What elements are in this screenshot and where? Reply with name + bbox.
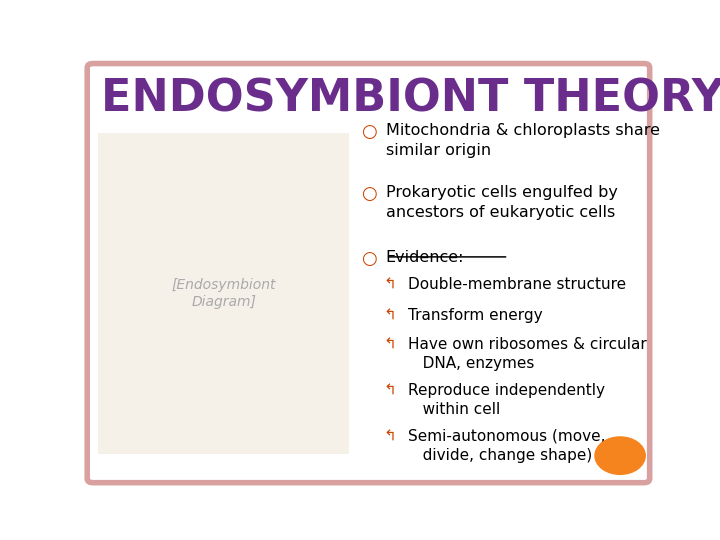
Text: [Endosymbiont
Diagram]: [Endosymbiont Diagram] xyxy=(171,279,276,308)
Text: Semi-autonomous (move,
   divide, change shape): Semi-autonomous (move, divide, change sh… xyxy=(408,429,606,463)
Text: ○: ○ xyxy=(361,250,377,268)
Text: Transform energy: Transform energy xyxy=(408,308,543,323)
Text: ↰: ↰ xyxy=(383,383,396,398)
Text: ↰: ↰ xyxy=(383,429,396,444)
Text: Have own ribosomes & circular
   DNA, enzymes: Have own ribosomes & circular DNA, enzym… xyxy=(408,337,647,372)
Text: Evidence:: Evidence: xyxy=(386,250,464,265)
Text: Reproduce independently
   within cell: Reproduce independently within cell xyxy=(408,383,605,417)
FancyBboxPatch shape xyxy=(87,64,649,483)
Text: Mitochondria & chloroplasts share
similar origin: Mitochondria & chloroplasts share simila… xyxy=(386,123,660,158)
Text: Double-membrane structure: Double-membrane structure xyxy=(408,277,626,292)
Text: ○: ○ xyxy=(361,185,377,204)
Text: ENDOSYMBIONT THEORY: ENDOSYMBIONT THEORY xyxy=(101,77,720,120)
Text: ↰: ↰ xyxy=(383,277,396,292)
Text: ↰: ↰ xyxy=(383,308,396,323)
Text: ○: ○ xyxy=(361,123,377,141)
FancyBboxPatch shape xyxy=(99,133,349,454)
Text: Prokaryotic cells engulfed by
ancestors of eukaryotic cells: Prokaryotic cells engulfed by ancestors … xyxy=(386,185,618,220)
Text: ↰: ↰ xyxy=(383,337,396,352)
Circle shape xyxy=(595,437,645,474)
